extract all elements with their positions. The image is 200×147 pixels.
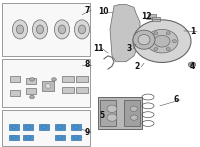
Ellipse shape [16, 25, 24, 34]
Bar [46, 84, 50, 88]
Circle shape [154, 32, 158, 35]
Bar [62, 76, 74, 82]
Text: 5: 5 [99, 111, 105, 120]
Circle shape [154, 35, 170, 47]
Circle shape [172, 40, 176, 43]
Bar [42, 81, 54, 91]
Circle shape [130, 106, 138, 111]
Circle shape [146, 29, 178, 53]
Bar [2, 110, 90, 146]
Bar [10, 90, 20, 96]
Bar [55, 135, 65, 140]
Bar [124, 100, 140, 126]
Circle shape [133, 20, 191, 62]
Bar [39, 124, 49, 130]
Bar [100, 100, 116, 126]
Bar [76, 76, 88, 82]
Circle shape [30, 78, 34, 81]
Text: 4: 4 [189, 62, 195, 71]
Text: 9: 9 [84, 128, 90, 137]
Circle shape [154, 48, 158, 51]
Bar [71, 135, 81, 140]
Bar [74, 136, 78, 138]
Bar [26, 136, 30, 138]
Text: 7: 7 [84, 6, 90, 15]
Ellipse shape [12, 20, 28, 39]
Bar [55, 124, 65, 130]
Bar [2, 59, 90, 107]
Ellipse shape [74, 20, 90, 39]
Circle shape [190, 64, 194, 66]
Text: 11: 11 [93, 44, 103, 53]
Text: 8: 8 [84, 60, 90, 69]
Circle shape [107, 114, 117, 121]
Circle shape [148, 40, 152, 43]
Circle shape [188, 62, 196, 67]
Bar [2, 3, 90, 56]
Bar [148, 14, 156, 18]
Bar [23, 124, 33, 130]
Text: 2: 2 [134, 62, 140, 71]
Bar [9, 135, 19, 140]
Bar [12, 126, 16, 128]
Ellipse shape [78, 25, 86, 34]
Bar [152, 17, 160, 21]
Bar [71, 124, 81, 130]
Bar [12, 136, 16, 138]
Bar [58, 126, 62, 128]
Text: 12: 12 [141, 12, 151, 21]
Text: 6: 6 [173, 95, 179, 105]
Bar [98, 97, 142, 129]
Circle shape [130, 115, 138, 120]
Circle shape [30, 95, 34, 99]
Bar [26, 88, 36, 94]
Bar [26, 126, 30, 128]
Circle shape [166, 32, 170, 35]
Bar [42, 126, 46, 128]
Circle shape [52, 78, 56, 81]
Bar [10, 76, 20, 82]
Bar [26, 78, 36, 84]
Bar [62, 87, 74, 93]
Bar [9, 124, 19, 130]
Bar [76, 87, 88, 93]
Polygon shape [110, 4, 140, 62]
Bar [74, 126, 78, 128]
Circle shape [107, 105, 117, 112]
Ellipse shape [36, 25, 44, 34]
Text: 10: 10 [98, 7, 108, 16]
Circle shape [166, 48, 170, 51]
Text: 1: 1 [190, 27, 196, 36]
Ellipse shape [133, 30, 155, 49]
Ellipse shape [32, 20, 48, 39]
Bar [58, 136, 62, 138]
Ellipse shape [54, 20, 70, 39]
Ellipse shape [138, 35, 150, 45]
Text: 3: 3 [127, 44, 132, 53]
Ellipse shape [58, 25, 66, 34]
Bar [23, 135, 33, 140]
